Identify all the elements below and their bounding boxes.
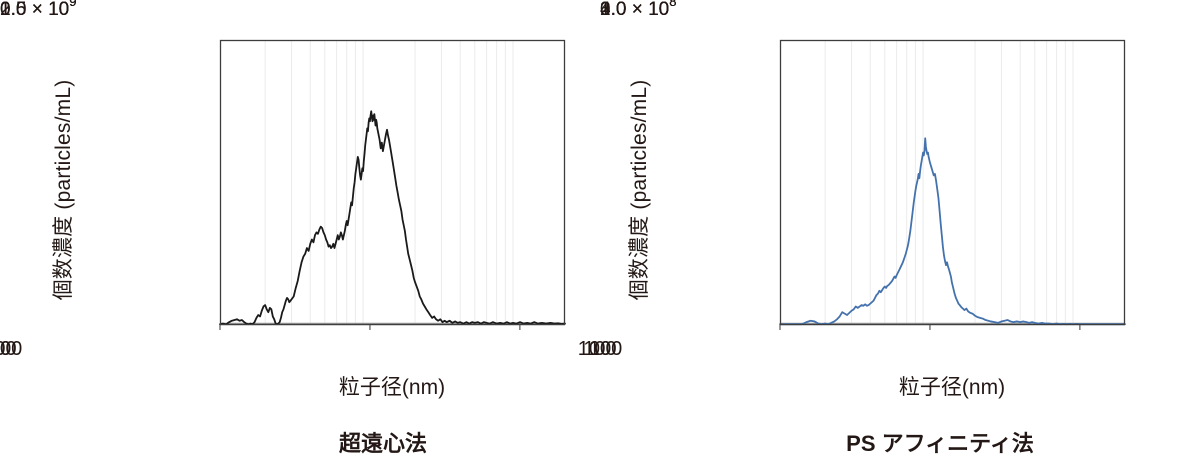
y-tick-label: 3.0 × 108: [600, 0, 677, 20]
y-tick-label: 2.0 × 108: [600, 0, 677, 20]
y-tick-label: 4.0 × 108: [600, 0, 677, 20]
x-axis-title: 粒子径(nm): [898, 376, 1006, 399]
chart-ps-affinity: 個数濃度 (particles/mL) 粒子径(nm) PS アフィニティ法 1…: [578, 0, 1200, 464]
x-tick-label: 100: [0, 338, 17, 360]
y-tick-label: 0: [600, 0, 611, 20]
y-tick-label: 1.0 × 109: [0, 0, 77, 20]
x-tick-label: 100: [583, 338, 617, 360]
x-tick-label: 1000: [577, 338, 623, 360]
chart-title: PS アフィニティ法: [846, 431, 1034, 456]
plot-border: [219, 39, 566, 326]
series-line-ps-affinity: [779, 137, 1126, 326]
gridlines: [264, 40, 514, 325]
x-tick-label: 10: [588, 338, 612, 360]
x-tick-label: 10: [0, 338, 12, 360]
gridlines: [824, 40, 1074, 325]
y-tick-label: 0: [0, 0, 11, 20]
plot-border: [779, 39, 1126, 326]
y-tick-label: 1.0 × 108: [600, 0, 677, 20]
x-tick-label: 1000: [0, 338, 23, 360]
y-tick-label: 2.0 × 109: [0, 0, 77, 20]
plot-area: [779, 39, 1126, 330]
plot-area: [219, 39, 566, 330]
chart-ultracentrifugation: 個数濃度 (particles/mL) 粒子径(nm) 超遠心法 1010010…: [0, 0, 566, 456]
y-tick-label: 0.5 × 109: [0, 0, 77, 20]
x-axis-title: 粒子径(nm): [338, 376, 446, 399]
y-axis-title: 個数濃度 (particles/mL): [628, 79, 651, 301]
y-axis-title: 個数濃度 (particles/mL): [52, 79, 75, 301]
y-tick-label: 1.5 × 109: [0, 0, 77, 20]
chart-title: 超遠心法: [338, 431, 428, 456]
series-line-ultracentrifugation: [219, 110, 566, 326]
